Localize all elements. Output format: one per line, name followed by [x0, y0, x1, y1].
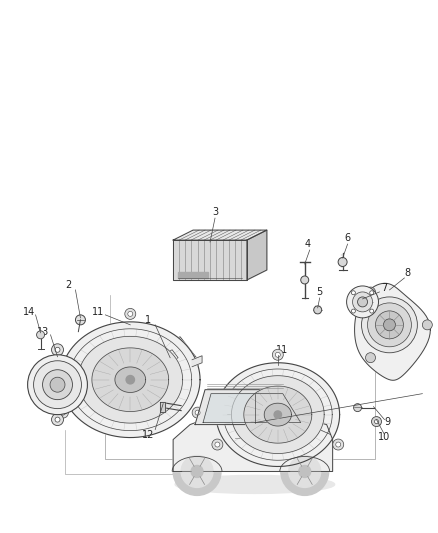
Circle shape — [353, 292, 372, 312]
Polygon shape — [244, 386, 312, 443]
Circle shape — [34, 361, 81, 409]
Circle shape — [346, 286, 378, 318]
Circle shape — [195, 410, 200, 415]
Circle shape — [191, 465, 203, 478]
Circle shape — [314, 306, 321, 314]
Polygon shape — [173, 240, 247, 280]
Circle shape — [181, 456, 213, 487]
Polygon shape — [264, 403, 291, 426]
Text: 3: 3 — [212, 207, 218, 217]
Polygon shape — [216, 363, 339, 466]
Circle shape — [126, 376, 134, 384]
Circle shape — [299, 465, 311, 478]
Text: 12: 12 — [142, 430, 155, 440]
Text: 10: 10 — [378, 432, 391, 441]
Circle shape — [375, 311, 403, 339]
Circle shape — [371, 417, 381, 426]
Circle shape — [128, 311, 133, 317]
Polygon shape — [247, 230, 267, 280]
Circle shape — [215, 442, 220, 447]
Circle shape — [42, 370, 72, 400]
Text: 7: 7 — [381, 283, 388, 293]
Circle shape — [333, 439, 344, 450]
Circle shape — [75, 315, 85, 325]
Circle shape — [55, 417, 60, 422]
Polygon shape — [203, 394, 301, 423]
Circle shape — [57, 407, 68, 418]
Circle shape — [274, 411, 282, 418]
Polygon shape — [78, 336, 183, 423]
Polygon shape — [173, 411, 332, 472]
Circle shape — [52, 414, 64, 425]
Circle shape — [374, 419, 378, 424]
Polygon shape — [118, 360, 136, 393]
Circle shape — [370, 290, 374, 295]
Circle shape — [37, 331, 45, 339]
Circle shape — [173, 448, 221, 495]
Circle shape — [351, 290, 355, 295]
Bar — [178, 272, 208, 278]
Ellipse shape — [175, 475, 335, 494]
Polygon shape — [192, 356, 202, 367]
Circle shape — [357, 297, 367, 307]
Circle shape — [301, 276, 309, 284]
Polygon shape — [355, 283, 430, 380]
Text: 2: 2 — [65, 280, 71, 290]
Text: 11: 11 — [276, 345, 288, 355]
Circle shape — [289, 456, 321, 487]
Circle shape — [336, 442, 341, 447]
Polygon shape — [232, 376, 324, 454]
Circle shape — [338, 257, 347, 266]
Circle shape — [50, 377, 65, 392]
Circle shape — [272, 349, 283, 360]
Text: 4: 4 — [305, 239, 311, 249]
Polygon shape — [195, 390, 305, 425]
Text: 14: 14 — [22, 307, 35, 317]
Circle shape — [60, 410, 65, 415]
Polygon shape — [60, 322, 200, 438]
Circle shape — [52, 344, 64, 356]
Circle shape — [370, 309, 374, 313]
Circle shape — [366, 287, 375, 297]
Polygon shape — [115, 367, 145, 392]
Text: 6: 6 — [345, 233, 351, 243]
Circle shape — [125, 309, 136, 319]
Text: 11: 11 — [92, 307, 105, 317]
Circle shape — [192, 407, 203, 418]
Circle shape — [351, 309, 355, 313]
Circle shape — [422, 320, 432, 330]
Circle shape — [281, 448, 328, 495]
Polygon shape — [160, 402, 165, 411]
Circle shape — [212, 439, 223, 450]
Text: 8: 8 — [404, 268, 410, 278]
Polygon shape — [136, 360, 198, 393]
Circle shape — [367, 303, 411, 347]
Polygon shape — [173, 230, 267, 240]
Circle shape — [276, 352, 280, 357]
Circle shape — [384, 319, 396, 331]
Circle shape — [353, 403, 361, 411]
Polygon shape — [118, 337, 198, 383]
Text: 9: 9 — [385, 417, 391, 426]
Circle shape — [366, 353, 375, 362]
Circle shape — [28, 355, 88, 415]
Text: 5: 5 — [317, 287, 323, 297]
Text: 1: 1 — [145, 315, 151, 325]
Polygon shape — [92, 348, 169, 411]
Circle shape — [55, 348, 60, 352]
Circle shape — [361, 297, 417, 353]
Text: 13: 13 — [37, 327, 49, 337]
